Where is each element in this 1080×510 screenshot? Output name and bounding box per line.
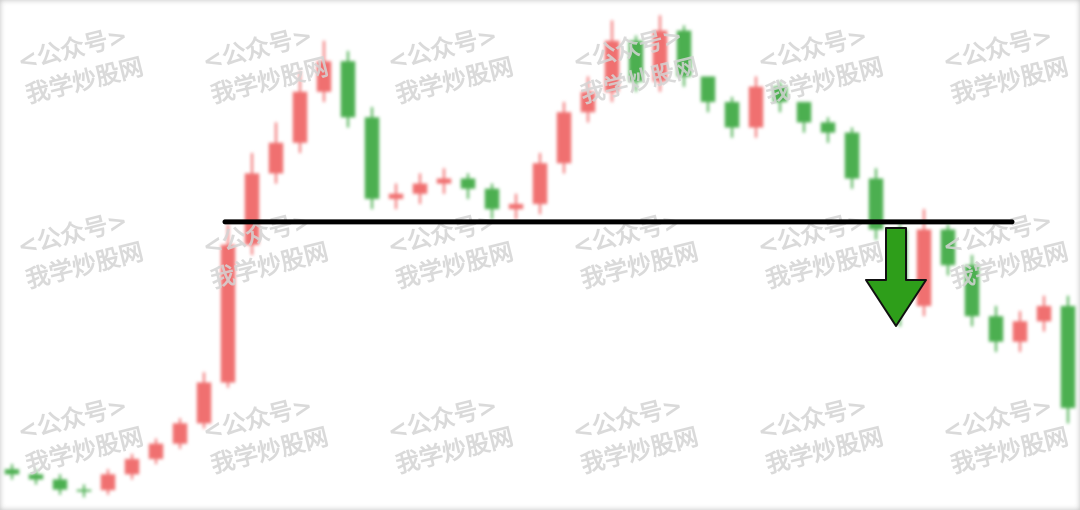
watermark: <公众号>我学炒股网 (755, 392, 886, 479)
candle-body (148, 443, 164, 459)
candle-body (1036, 306, 1052, 322)
candle-body (964, 265, 980, 317)
candle-body (340, 61, 356, 118)
candle-body (52, 479, 68, 490)
candle-body (652, 30, 668, 82)
candle-body (1060, 306, 1076, 408)
watermark: <公众号>我学炒股网 (755, 22, 886, 109)
candle-body (460, 178, 476, 189)
watermark: <公众号>我学炒股网 (15, 207, 146, 294)
candle-body (580, 91, 596, 113)
candle-body (508, 204, 524, 210)
watermark: <公众号>我学炒股网 (385, 22, 516, 109)
watermark: <公众号>我学炒股网 (15, 22, 146, 109)
watermark: <公众号>我学炒股网 (570, 207, 701, 294)
candle-body (100, 474, 116, 491)
candle-body (556, 112, 572, 164)
candle-body (196, 382, 212, 424)
candle-body (772, 86, 788, 102)
watermark: <公众号>我学炒股网 (200, 22, 331, 109)
watermark: <公众号>我学炒股网 (385, 392, 516, 479)
candle-body (364, 117, 380, 199)
candle-body (172, 423, 188, 444)
candle-body (676, 30, 692, 77)
candle-body (988, 316, 1004, 342)
candle-body (628, 40, 644, 82)
watermark: <公众号>我学炒股网 (940, 207, 1071, 294)
candle-body (316, 61, 332, 92)
candle-body (436, 178, 452, 184)
candle-body (844, 132, 860, 179)
watermark: <公众号>我学炒股网 (200, 392, 331, 479)
candle-body (916, 229, 932, 306)
watermark: <公众号>我学炒股网 (200, 207, 331, 294)
candle-body (796, 102, 812, 123)
watermark: <公众号>我学炒股网 (385, 207, 516, 294)
candle-body (940, 229, 956, 266)
watermark: <公众号>我学炒股网 (940, 392, 1071, 479)
candle-body (1012, 321, 1028, 342)
candle-body (868, 178, 884, 230)
watermark: <公众号>我学炒股网 (940, 22, 1071, 109)
candles (4, 15, 1076, 498)
candle-body (412, 183, 428, 194)
candle-body (292, 91, 308, 143)
candle-body (244, 173, 260, 245)
candle-body (388, 193, 404, 199)
candle-body (484, 188, 500, 210)
candle-body (532, 163, 548, 204)
watermark: <公众号>我学炒股网 (570, 392, 701, 479)
down-arrow (865, 227, 927, 327)
candle-body (724, 102, 740, 128)
candle-body (220, 244, 236, 383)
candle-body (28, 474, 44, 480)
candle-body (124, 459, 140, 475)
candle-body (820, 122, 836, 133)
annotations (222, 219, 1015, 327)
candle-body (76, 489, 92, 492)
candle-body (700, 76, 716, 102)
candle-body (748, 86, 764, 128)
watermarks: <公众号>我学炒股网 <公众号>我学炒股网 <公众号>我学炒股网 <公众号>我学炒股网… (15, 22, 1071, 479)
candle-body (268, 142, 284, 174)
candle-body (604, 40, 620, 92)
candle-body (4, 469, 20, 475)
